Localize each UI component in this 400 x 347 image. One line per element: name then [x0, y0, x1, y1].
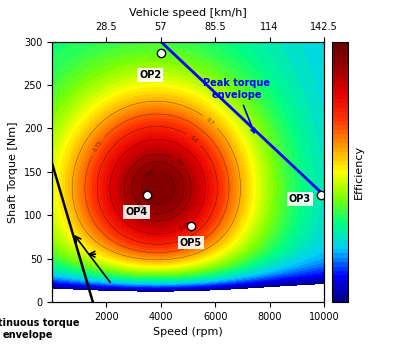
Y-axis label: Efficiency: Efficiency — [354, 145, 364, 199]
Text: 0.9: 0.9 — [175, 158, 184, 167]
Y-axis label: Shaft Torque [Nm]: Shaft Torque [Nm] — [8, 121, 18, 222]
Text: 0.85: 0.85 — [178, 221, 192, 232]
Text: Peak torque
envelope: Peak torque envelope — [204, 78, 270, 133]
Text: 0.92: 0.92 — [131, 197, 143, 210]
Text: 0.75: 0.75 — [92, 139, 103, 152]
Text: Continuous torque
envelope: Continuous torque envelope — [0, 319, 79, 340]
Text: 0.94: 0.94 — [142, 169, 155, 180]
Text: OP2: OP2 — [139, 70, 161, 80]
Text: OP3: OP3 — [289, 194, 311, 204]
Text: 0.8: 0.8 — [189, 135, 199, 144]
X-axis label: Speed (rpm): Speed (rpm) — [153, 327, 223, 337]
Text: OP4: OP4 — [126, 207, 148, 217]
Text: OP5: OP5 — [180, 237, 202, 247]
X-axis label: Vehicle speed [km/h]: Vehicle speed [km/h] — [129, 8, 247, 18]
Text: 0.7: 0.7 — [205, 117, 215, 126]
